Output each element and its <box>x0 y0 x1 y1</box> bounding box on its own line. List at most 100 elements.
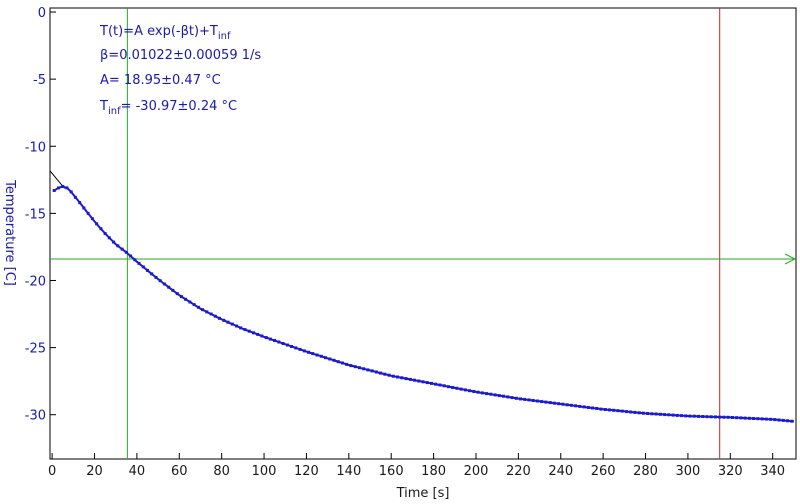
data-point <box>391 374 395 378</box>
data-point <box>213 314 217 318</box>
data-point <box>781 418 785 422</box>
data-point <box>315 353 319 357</box>
data-point <box>455 386 459 390</box>
data-point <box>489 392 493 396</box>
data-point <box>540 400 544 404</box>
plot-frame <box>49 7 797 460</box>
data-point <box>463 388 467 392</box>
data-point <box>650 412 654 416</box>
data-point <box>658 412 662 416</box>
data-point <box>57 186 60 190</box>
data-point <box>569 403 573 407</box>
fit-model-annotation: T(t)=A exp(-βt)+Tinf <box>99 24 231 42</box>
data-point <box>595 407 599 410</box>
data-point <box>222 318 226 322</box>
data-point <box>341 361 344 365</box>
data-point <box>78 201 82 205</box>
x-tick-label: 80 <box>213 464 230 479</box>
data-point <box>641 411 645 415</box>
x-tick-label: 100 <box>252 464 277 479</box>
data-series <box>52 185 794 423</box>
data-point <box>247 329 251 333</box>
data-point <box>764 417 768 421</box>
data-point <box>243 328 247 332</box>
data-point <box>438 383 442 387</box>
y-tick-label: 0 <box>38 6 46 21</box>
data-point <box>69 190 73 194</box>
data-point <box>226 320 230 324</box>
data-point <box>374 370 378 374</box>
y-axis-title: Temperature [C] <box>2 179 17 286</box>
x-tick-label: 300 <box>676 464 701 479</box>
data-point <box>747 416 751 420</box>
data-point <box>336 360 340 364</box>
data-point <box>603 408 607 411</box>
x-tick-label: 120 <box>294 464 319 479</box>
data-point <box>421 380 425 384</box>
data-point <box>531 399 535 402</box>
data-point <box>90 217 94 221</box>
data-point <box>205 310 209 314</box>
data-point <box>739 416 743 420</box>
data-point <box>162 282 166 286</box>
data-point <box>103 232 107 235</box>
data-point <box>124 250 128 254</box>
data-point <box>667 413 671 417</box>
x-tick-label: 40 <box>129 464 146 479</box>
data-point <box>726 415 730 419</box>
data-point <box>196 305 200 309</box>
data-point <box>328 357 332 361</box>
data-point <box>565 403 569 407</box>
x-tick-label: 20 <box>86 464 103 479</box>
data-point <box>404 377 408 381</box>
data-point <box>129 254 132 258</box>
data-point <box>692 414 696 418</box>
data-point <box>514 396 518 400</box>
data-point <box>502 394 505 398</box>
data-point <box>133 258 137 262</box>
data-point <box>413 378 416 382</box>
data-point <box>146 268 149 272</box>
data-point <box>61 185 65 188</box>
data-point <box>264 336 268 340</box>
data-point <box>357 366 361 370</box>
data-point <box>86 211 90 215</box>
beta-annotation: β=0.01022±0.00059 1/s <box>100 48 261 63</box>
data-point <box>294 346 298 350</box>
data-point <box>353 365 357 369</box>
data-point <box>523 397 527 401</box>
data-point <box>561 402 565 406</box>
data-point <box>379 371 383 375</box>
axis-ticks: 0 20 40 60 80 100 120 140 160 180 200 220 240 260 280 3… <box>25 6 785 479</box>
y-tick-label: -10 <box>25 140 46 155</box>
x-tick-label: 0 <box>48 464 56 479</box>
data-point <box>319 354 323 358</box>
data-point <box>446 385 450 389</box>
data-point <box>625 410 628 414</box>
data-point <box>167 285 171 289</box>
data-point <box>387 373 391 377</box>
data-point <box>154 275 158 279</box>
data-point <box>714 415 717 419</box>
data-point <box>370 369 374 373</box>
data-point <box>671 413 675 417</box>
data-point <box>769 417 773 421</box>
data-line <box>53 185 794 423</box>
data-point <box>722 415 726 419</box>
x-tick-label: 160 <box>379 464 404 479</box>
y-tick-label: -30 <box>25 409 46 424</box>
data-point <box>417 379 421 383</box>
data-point <box>735 416 739 420</box>
data-point <box>73 195 77 199</box>
data-point <box>688 414 692 418</box>
x-tick-label: 220 <box>506 464 531 479</box>
data-point <box>82 206 86 210</box>
data-point <box>201 308 205 312</box>
data-point <box>268 337 272 341</box>
y-tick-label: -5 <box>33 73 46 88</box>
data-point <box>591 406 594 410</box>
data-point <box>184 297 188 301</box>
data-point <box>544 400 548 404</box>
data-point <box>345 362 349 366</box>
data-point <box>646 412 650 415</box>
